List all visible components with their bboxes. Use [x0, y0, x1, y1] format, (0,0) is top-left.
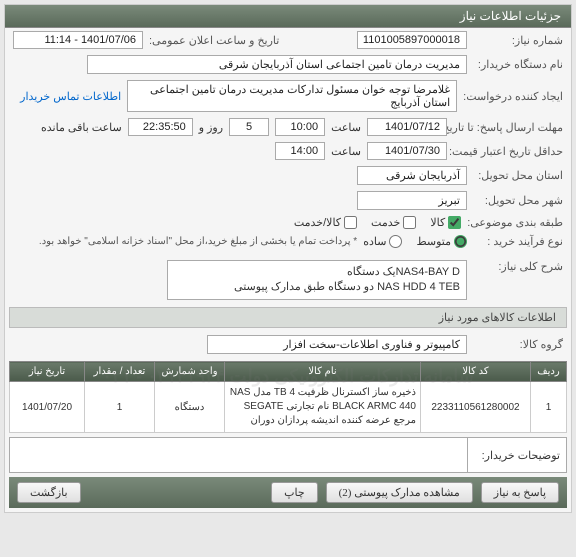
- panel-title: جزئیات اطلاعات نیاز: [5, 5, 571, 28]
- th-date: تاریخ نیاز: [10, 362, 85, 382]
- items-table: ردیف کد کالا نام کالا واحد شمارش تعداد /…: [9, 361, 567, 433]
- category-option-goods[interactable]: کالا: [430, 216, 461, 229]
- print-button[interactable]: چاپ: [271, 482, 318, 503]
- category-option-both[interactable]: کالا/خدمت: [294, 216, 357, 229]
- buyprocess-radio-simple[interactable]: [389, 235, 402, 248]
- category-label: طبقه بندی موضوعی:: [467, 216, 563, 229]
- cell-qty: 1: [85, 382, 155, 433]
- deadline-remain: 22:35:50: [128, 118, 193, 136]
- th-name: نام کالا: [225, 362, 421, 382]
- category-check-goods[interactable]: [448, 216, 461, 229]
- announce-date-label: تاریخ و ساعت اعلان عمومی:: [149, 34, 279, 47]
- items-table-wrap: ردیف کد کالا نام کالا واحد شمارش تعداد /…: [5, 361, 571, 433]
- buyprocess-label: نوع فرآیند خرید :: [473, 235, 563, 248]
- buyprocess-medium[interactable]: متوسط: [416, 235, 467, 248]
- deadline-label: مهلت ارسال پاسخ: تا تاریخ:: [453, 121, 563, 134]
- summary-label: شرح کلی نیاز:: [473, 260, 563, 273]
- group-label: گروه کالا:: [473, 338, 563, 351]
- req-no-label: شماره نیاز:: [473, 34, 563, 47]
- validity-date: 1401/07/30: [367, 142, 447, 160]
- footer-toolbar: پاسخ به نیاز مشاهده مدارک پیوستی (2) چاپ…: [9, 477, 567, 508]
- deadline-hour: 10:00: [275, 118, 325, 136]
- req-no-value: 1101005897000018: [357, 31, 467, 49]
- category-option-service[interactable]: خدمت: [371, 216, 416, 229]
- announce-date-value: 1401/07/06 - 11:14: [13, 31, 143, 49]
- buyer-contact-link[interactable]: اطلاعات تماس خریدار: [20, 90, 121, 103]
- buyprocess-simple[interactable]: ساده: [363, 235, 402, 248]
- category-check-service[interactable]: [403, 216, 416, 229]
- province-value: آذربایجان شرقی: [357, 166, 467, 185]
- validity-label: حداقل تاریخ اعتبار قیمت: تا تاریخ:: [453, 145, 563, 158]
- creator-value: غلامرضا توجه خوان مسئول تدارکات مدیریت د…: [127, 80, 457, 112]
- summary-text: NAS4-BAY Dیک دستگاه NAS HDD 4 TEB دو دست…: [167, 260, 467, 300]
- creator-label: ایجاد کننده درخواست:: [463, 90, 563, 103]
- cell-unit: دستگاه: [155, 382, 225, 433]
- reply-button[interactable]: پاسخ به نیاز: [481, 482, 559, 503]
- items-section-title: اطلاعات کالاهای مورد نیاز: [9, 307, 567, 328]
- buyer-notes-label: توضیحات خریدار:: [467, 437, 567, 473]
- th-code: کد کالا: [421, 362, 531, 382]
- category-check-both[interactable]: [344, 216, 357, 229]
- back-button[interactable]: بازگشت: [17, 482, 81, 503]
- city-label: شهر محل تحویل:: [473, 194, 563, 207]
- th-qty: تعداد / مقدار: [85, 362, 155, 382]
- table-row[interactable]: 1 2233110561280002 ذخیره ساز اکسترنال ظر…: [10, 382, 567, 433]
- validity-hour: 14:00: [275, 142, 325, 160]
- hour-label-2: ساعت: [331, 145, 361, 158]
- category-group: کالا خدمت کالا/خدمت: [294, 216, 461, 229]
- deadline-date: 1401/07/12: [367, 118, 447, 136]
- hour-label-1: ساعت: [331, 121, 361, 134]
- city-value: تبریز: [357, 191, 467, 210]
- days-label: روز و: [199, 121, 223, 134]
- cell-code: 2233110561280002: [421, 382, 531, 433]
- buyprocess-note: * پرداخت تمام یا بخشی از مبلغ خرید،از مح…: [39, 236, 357, 247]
- th-unit: واحد شمارش: [155, 362, 225, 382]
- cell-date: 1401/07/20: [10, 382, 85, 433]
- buyprocess-group: متوسط ساده: [363, 235, 467, 248]
- group-value: کامپیوتر و فناوری اطلاعات-سخت افزار: [207, 335, 467, 354]
- cell-name: ذخیره ساز اکسترنال ظرفیت TB 4 مدل NAS BL…: [225, 382, 421, 433]
- cell-idx: 1: [531, 382, 567, 433]
- province-label: استان محل تحویل:: [473, 169, 563, 182]
- remain-label: ساعت باقی مانده: [41, 121, 122, 134]
- attachments-button[interactable]: مشاهده مدارک پیوستی (2): [326, 482, 473, 503]
- buyprocess-radio-medium[interactable]: [454, 235, 467, 248]
- th-row: ردیف: [531, 362, 567, 382]
- deadline-days: 5: [229, 118, 269, 136]
- buyer-org-value: مدیریت درمان تامین اجتماعی استان آذربایج…: [87, 55, 467, 74]
- buyer-notes-box: [9, 437, 467, 473]
- buyer-org-label: نام دستگاه خریدار:: [473, 58, 563, 71]
